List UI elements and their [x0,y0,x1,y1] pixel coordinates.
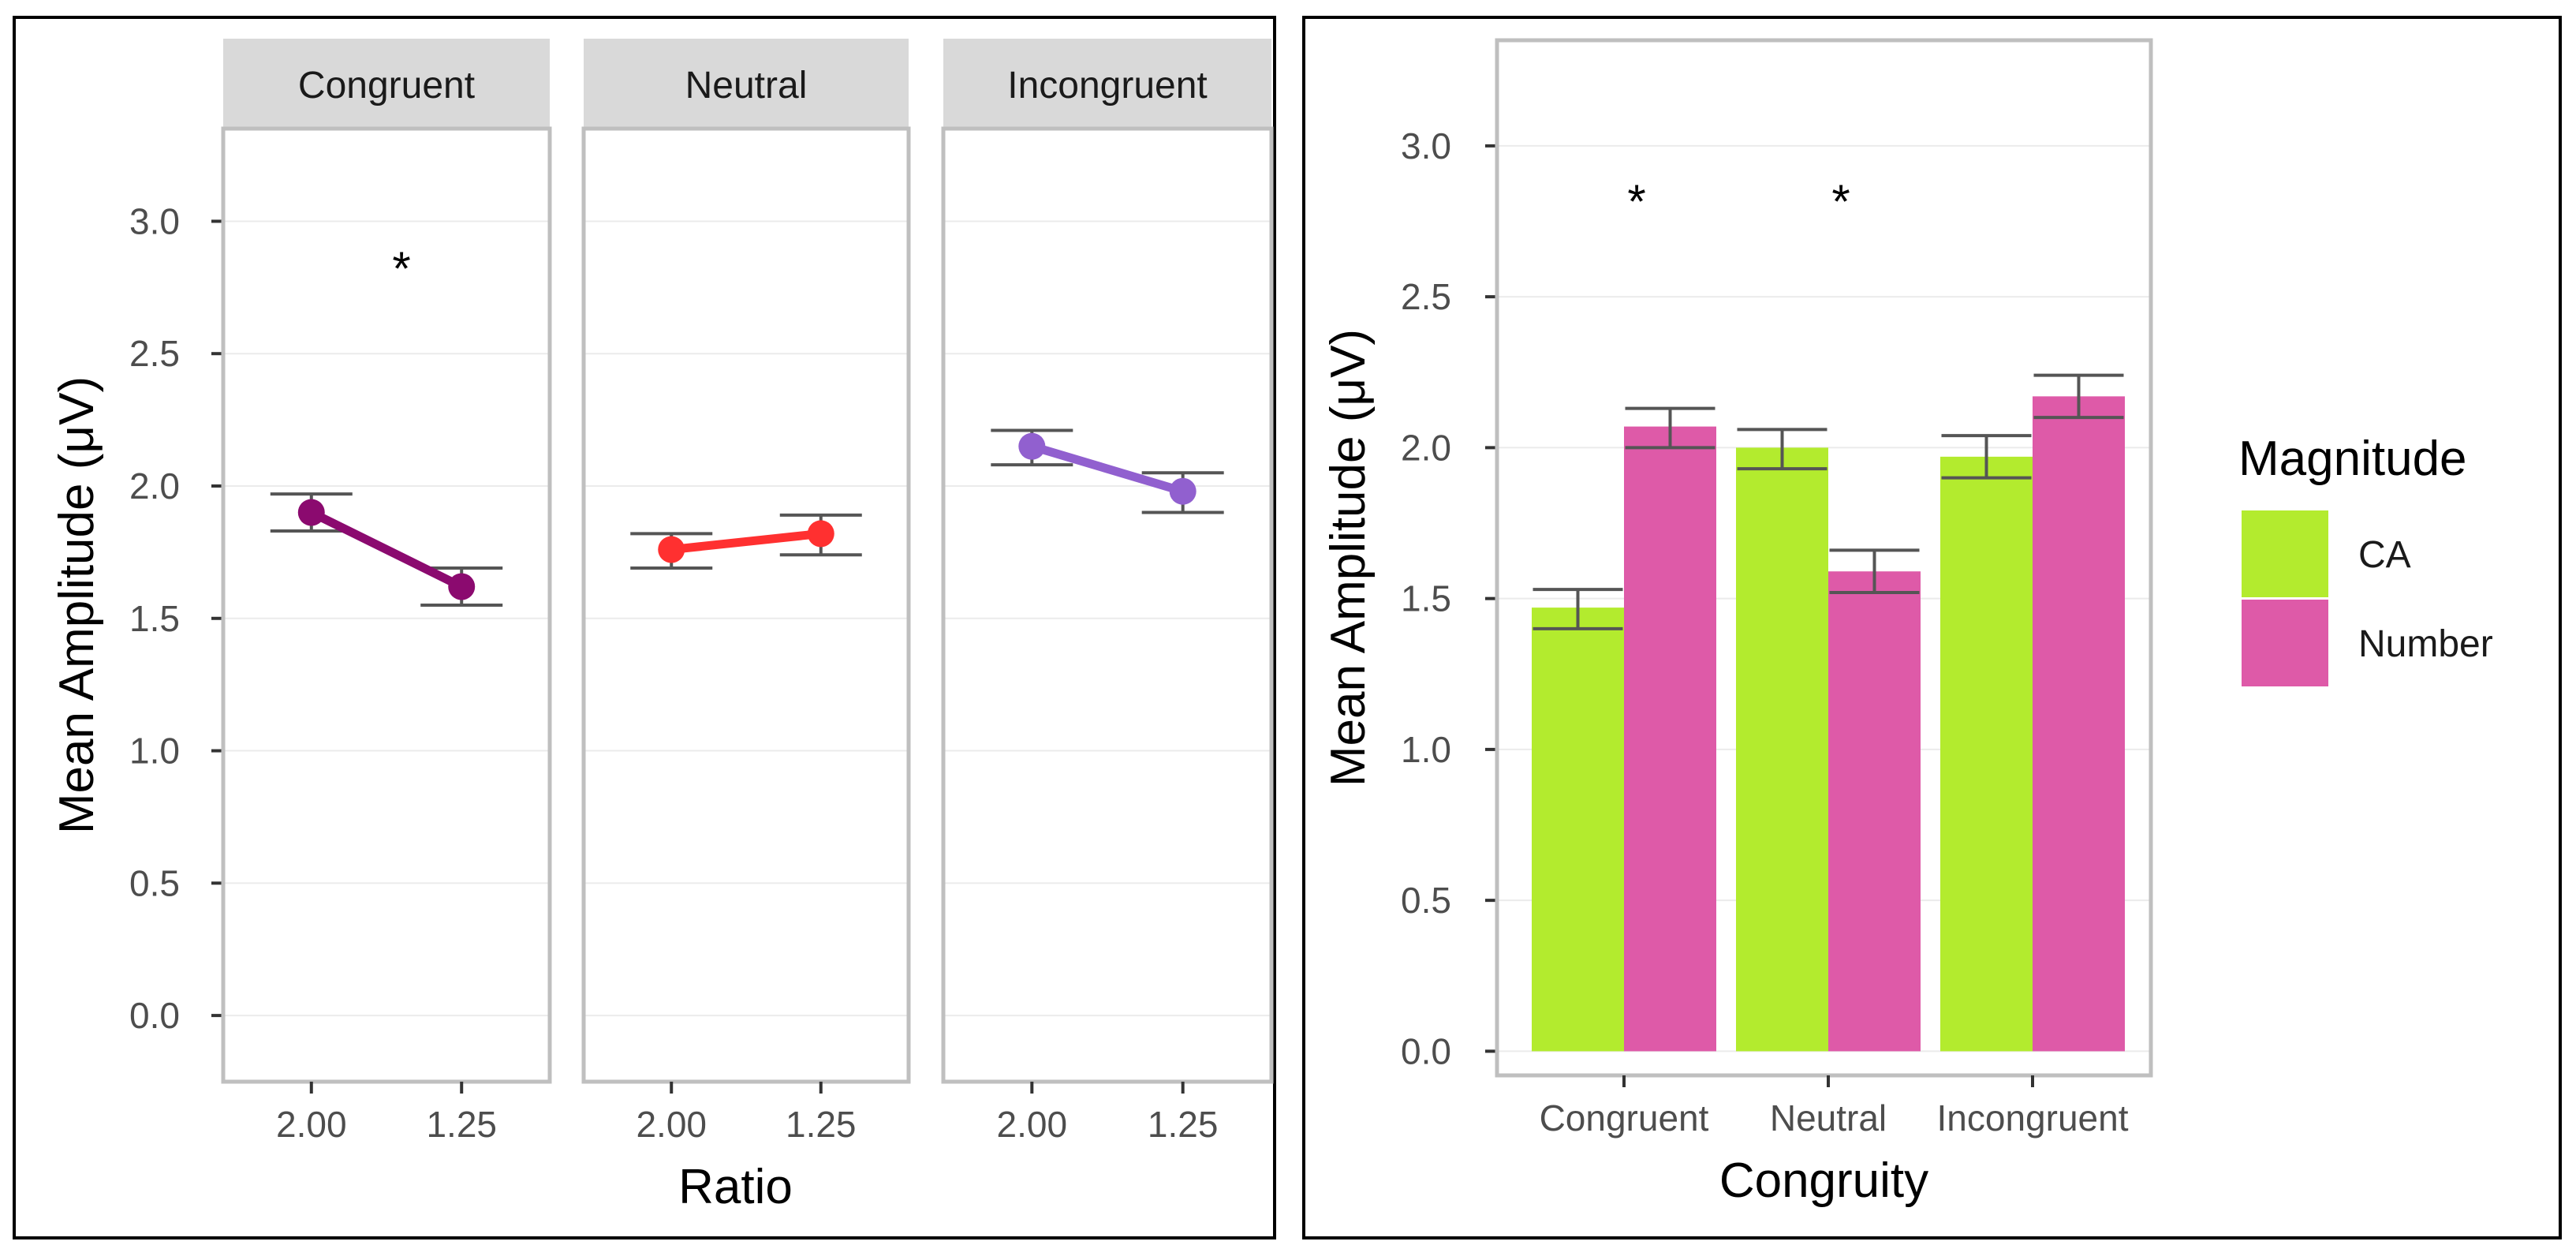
significance-asterisk: * [1627,175,1645,228]
y-tick-label: 3.0 [1401,125,1451,166]
legend-label-number: Number [2358,623,2493,665]
data-point-2-00 [658,536,685,563]
significance-asterisk: * [1831,175,1850,228]
x-tick-label: Congruent [1540,1097,1709,1138]
facet-strip [584,39,909,129]
series-ca [1532,447,2033,1052]
x-tick-label: Neutral [1770,1097,1887,1138]
facet-incongruent: Incongruent 2.00 1.25 [941,39,1274,1145]
x-axis-title: Ratio [678,1160,793,1214]
legend-label-ca: CA [2358,534,2411,576]
right-chart-panel: 0.0 0.5 1.0 1.5 2.0 2.5 3.0 Mean Amplitude (μV)… [1302,16,2562,1239]
facet-plot-border [941,126,1274,1084]
x-tick-label: Incongruent [1937,1097,2129,1138]
left-chart-panel: 0.0 0.5 1.0 1.5 2.0 2.5 3.0 Mean Amplitude (μV)… [13,16,1276,1239]
plot-border [1495,38,2153,1078]
left-panel-border [13,16,1276,1239]
facet-strip [943,39,1271,129]
series-line-neutral [666,529,826,555]
data-point-2-00 [297,499,325,526]
facet-plot-border [221,126,552,1084]
legend-swatch-ca [2242,510,2328,597]
data-point-1-25 [1169,477,1197,505]
right-panel-border [1302,16,2562,1239]
bar-number-incongruent [2033,396,2125,1052]
bar-number-neutral [1828,571,1921,1052]
y-tick-label: 2.0 [129,465,180,507]
facet-plot-border [581,126,911,1084]
series-number [1624,396,2125,1052]
y-tick-label: 2.5 [129,333,180,374]
y-tick-label: 1.0 [1401,729,1451,770]
facet-neutral: Neutral 2.00 1.25 [581,39,911,1145]
y-tick-label: 2.0 [1401,427,1451,468]
x-tick-label: 1.25 [786,1104,857,1145]
bar-ca-neutral [1736,447,1828,1052]
y-tick-label: 1.5 [129,598,180,639]
y-tick-label: 1.5 [1401,578,1451,619]
y-tick-label: 2.5 [1401,276,1451,317]
data-point-2-00 [1018,432,1046,460]
x-tick-label: 1.25 [426,1104,497,1145]
y-tick-label: 0.5 [129,862,180,903]
y-axis-title: Mean Amplitude (μV) [1321,329,1376,787]
facet-strip-label: Incongruent [1007,65,1208,107]
x-tick-label: 2.00 [276,1104,347,1145]
series-line-incongruent [1027,442,1188,496]
y-tick-label: 1.0 [129,731,180,772]
x-tick-label: 2.00 [636,1104,707,1145]
facet-strip-label: Congruent [298,65,475,107]
significance-asterisk: * [392,242,410,295]
y-axis-title: Mean Amplitude (μV) [50,376,104,834]
bar-ca-congruent [1532,608,1624,1052]
facet-strip-label: Neutral [685,65,808,107]
series-line-congruent [307,508,466,592]
legend-title: Magnitude [2238,432,2467,486]
x-tick-label: 2.00 [997,1104,1068,1145]
data-point-1-25 [807,520,834,548]
bar-number-congruent [1624,426,1716,1052]
y-tick-label: 0.0 [129,995,180,1036]
y-tick-label: 0.5 [1401,880,1451,921]
y-tick-label: 0.0 [1401,1030,1451,1071]
facet-congruent: Congruent 2.00 1.25 * [221,39,552,1145]
legend-swatch-number [2242,600,2328,686]
y-tick-label: 3.0 [129,200,180,241]
facet-strip [223,39,550,129]
x-axis-title: Congruity [1719,1153,1928,1208]
x-tick-label: 1.25 [1148,1104,1219,1145]
data-point-1-25 [448,573,476,600]
bar-ca-incongruent [1940,456,2033,1052]
legend: Magnitude CA Number [2238,432,2493,686]
